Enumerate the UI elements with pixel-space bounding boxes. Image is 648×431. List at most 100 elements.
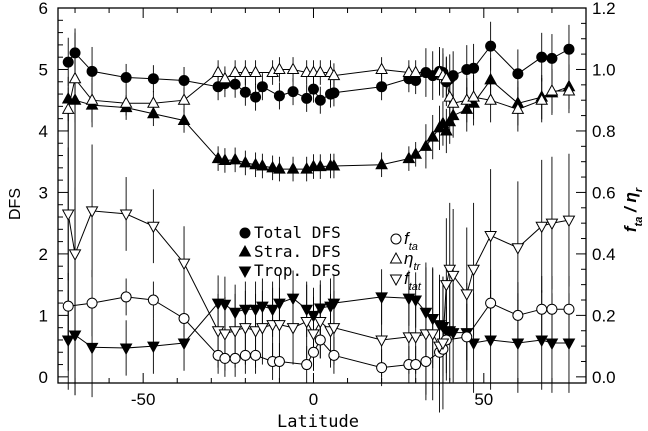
data-point	[546, 52, 558, 64]
data-point	[273, 320, 286, 332]
data-point	[511, 102, 525, 114]
data-point	[484, 230, 497, 243]
data-point	[446, 96, 460, 108]
y-tick-label: 1	[39, 306, 48, 325]
data-point	[239, 349, 251, 361]
data-point	[68, 93, 82, 105]
data-point	[461, 331, 473, 343]
legend-label: Total DFS	[254, 223, 341, 242]
data-point	[147, 221, 160, 234]
data-point	[420, 355, 432, 367]
data-point	[535, 93, 549, 105]
data-point	[328, 87, 340, 99]
data-point	[273, 62, 286, 74]
data-point	[286, 162, 300, 174]
data-point	[376, 81, 388, 93]
data-point	[307, 329, 320, 341]
data-point	[228, 307, 242, 320]
data-point	[485, 297, 497, 309]
x-tick-label: 50	[474, 390, 493, 409]
data-point	[239, 86, 251, 98]
data-point	[256, 158, 269, 171]
data-point	[178, 312, 190, 324]
data-point	[545, 338, 559, 351]
data-point	[328, 349, 340, 361]
data-point	[467, 338, 480, 351]
data-point	[229, 78, 241, 90]
data-point	[86, 297, 98, 309]
data-point	[273, 90, 285, 102]
y-tick-label: 2	[39, 245, 48, 264]
data-point	[511, 243, 525, 255]
data-point	[563, 43, 575, 55]
data-point	[147, 106, 160, 119]
data-point	[410, 359, 422, 371]
data-point	[327, 298, 341, 311]
data-point	[313, 303, 327, 316]
data-point	[307, 310, 320, 323]
data-point	[409, 332, 423, 344]
data-point	[375, 157, 388, 170]
data-point	[239, 155, 252, 168]
data-point	[535, 221, 549, 234]
data-point	[468, 62, 480, 74]
data-point	[177, 93, 191, 105]
data-point	[286, 293, 300, 306]
data-point	[85, 342, 99, 355]
data-point	[249, 65, 262, 78]
data-point	[546, 303, 558, 315]
data-point	[62, 300, 74, 312]
data-point	[545, 83, 559, 96]
data-point	[69, 47, 81, 59]
data-point	[61, 102, 75, 114]
data-point	[460, 289, 474, 301]
y-axis-label: DFS	[7, 188, 24, 220]
data-point	[419, 307, 433, 320]
legend-marker	[389, 274, 403, 287]
data-point	[314, 334, 326, 346]
data-point	[307, 83, 319, 95]
data-point	[249, 326, 262, 338]
data-point	[436, 338, 450, 351]
plot-frame	[57, 7, 587, 384]
data-point	[68, 330, 82, 343]
y-right-tick-label: 0.2	[592, 306, 616, 325]
data-point	[177, 258, 191, 271]
data-point	[375, 335, 388, 348]
y-right-tick-label: 1.0	[592, 60, 616, 79]
data-point	[228, 65, 242, 78]
legend-marker	[238, 266, 252, 279]
data-point	[229, 352, 241, 364]
data-point	[211, 151, 225, 164]
data-point	[446, 108, 460, 121]
data-point	[256, 323, 269, 335]
y-tick-label: 4	[39, 122, 48, 141]
data-point	[409, 65, 423, 78]
data-point	[426, 313, 440, 326]
data-point	[300, 304, 314, 317]
x-tick-label: 0	[309, 390, 318, 409]
data-point	[287, 86, 299, 98]
data-point	[409, 147, 423, 159]
data-point	[446, 328, 460, 340]
data-point	[419, 139, 433, 151]
data-point	[218, 329, 232, 341]
legend-marker	[238, 244, 252, 257]
data-point	[119, 96, 133, 108]
data-point	[266, 160, 279, 173]
data-point	[239, 323, 252, 335]
data-point	[446, 270, 460, 283]
data-point	[61, 335, 75, 348]
data-point	[61, 209, 75, 221]
data-point	[147, 96, 160, 108]
y-right-tick-label: 0.6	[592, 183, 616, 202]
data-point	[218, 153, 232, 165]
data-point	[301, 92, 313, 104]
axes	[57, 7, 587, 384]
data-point	[545, 218, 559, 231]
series-markers	[61, 40, 576, 374]
data-point	[512, 68, 524, 80]
data-point	[273, 355, 285, 367]
data-point	[409, 295, 423, 308]
data-point	[375, 62, 388, 74]
